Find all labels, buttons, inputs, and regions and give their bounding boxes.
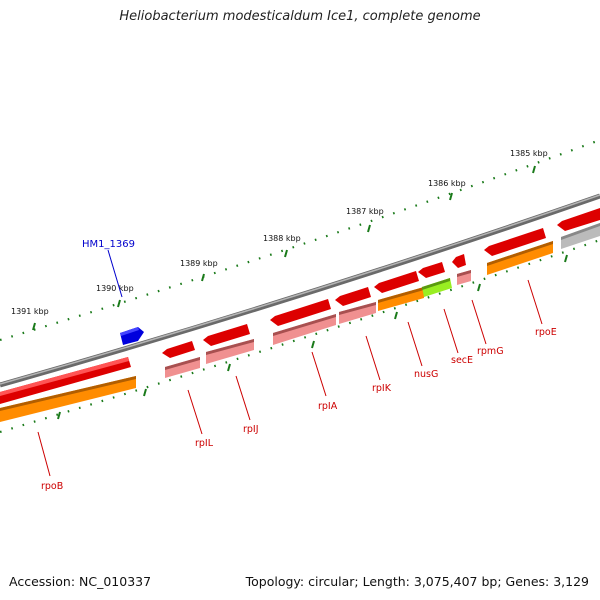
scale-labels: 1385 kbp 1386 kbp 1387 kbp 1388 kbp 1389… [11, 149, 548, 316]
tick-1386 [449, 192, 453, 201]
scale-label-1389: 1389 kbp [180, 259, 218, 268]
cds-rpob-top [0, 357, 129, 396]
scale-label-1390: 1390 kbp [96, 284, 134, 293]
genome-title: Heliobacterium modesticaldum Ice1, compl… [119, 9, 481, 24]
label-rpoe: rpoE [535, 327, 557, 338]
tick-1387 [367, 224, 371, 233]
tick-1391 [32, 322, 36, 331]
leader-rpob [37, 431, 51, 477]
genome-backbone [0, 193, 600, 388]
inner-major-ticks [57, 254, 568, 420]
inner-tick-2 [477, 283, 481, 292]
inner-tick-4 [311, 340, 315, 349]
feature-rpik-shade [339, 302, 376, 315]
feature-rpia-shade [273, 314, 336, 336]
label-rpil: rpIL [195, 438, 214, 449]
cds-right [557, 208, 600, 231]
feature-sece-shade [457, 270, 471, 277]
leader-rpoe [527, 279, 543, 325]
tick-1389 [201, 273, 205, 282]
leader-rpia [311, 351, 327, 397]
inner-tick-3 [394, 311, 398, 320]
label-rpik: rpIK [372, 383, 392, 394]
inner-tick-7 [57, 411, 61, 420]
cds-rpia [270, 299, 331, 326]
feature-right-shade [561, 223, 600, 240]
feature-rpil-shade [165, 357, 200, 370]
cds-nusg [374, 271, 419, 293]
tick-1388 [284, 249, 288, 258]
label-sece: secE [451, 355, 473, 366]
backbone-highlight [0, 194, 600, 385]
feature-rpob [0, 376, 136, 422]
cds-rpij [203, 324, 250, 346]
tick-1390 [117, 299, 121, 308]
label-rpij: rpIJ [243, 424, 259, 435]
scale-label-1386: 1386 kbp [428, 179, 466, 188]
backbone-line [0, 193, 600, 388]
scale-label-1388: 1388 kbp [263, 234, 301, 243]
scale-label-1385: 1385 kbp [510, 149, 548, 158]
label-hm1-1369: HM1_1369 [82, 239, 135, 250]
leader-rpmg [471, 299, 487, 345]
cds-sece [452, 254, 466, 268]
scale-label-1391: 1391 kbp [11, 307, 49, 316]
label-nusg: nusG [414, 369, 438, 380]
label-rpob: rpoB [41, 481, 63, 492]
accession-text: Accession: NC_010337 [9, 574, 152, 589]
leader-rpij [235, 375, 251, 421]
inner-tick-6 [143, 388, 147, 397]
inner-tick-1 [564, 254, 568, 263]
feature-row [0, 223, 600, 422]
cds-rpoe [484, 228, 546, 256]
label-leaders [37, 249, 543, 477]
inner-tick-5 [227, 363, 231, 372]
feature-rpij-shade [206, 339, 254, 355]
leader-nusg [407, 321, 423, 367]
label-rpia: rpIA [318, 401, 338, 412]
label-rpmg: rpmG [477, 346, 504, 357]
feature-green-shade [422, 278, 450, 290]
feature-nusg-shade [378, 287, 424, 303]
leader-sece [443, 308, 459, 354]
scale-label-1387: 1387 kbp [346, 207, 384, 216]
cds-rpik [335, 287, 371, 306]
cds-row [0, 208, 600, 404]
outer-major-ticks [32, 165, 536, 331]
leader-hm1-1369 [107, 249, 123, 298]
cds-rpil [162, 341, 195, 358]
gene-hm1-1369-shade [120, 327, 139, 336]
feature-rpob-shade [0, 376, 136, 411]
genome-summary-text: Topology: circular; Length: 3,075,407 bp… [245, 574, 589, 589]
feature-rpoe-shade [487, 241, 553, 266]
cds-gene-a [418, 262, 445, 278]
leader-rpil [187, 389, 203, 435]
tick-1385 [532, 165, 536, 174]
leader-rpik [365, 335, 381, 381]
gene-labels: HM1_1369 rpoB rpIL rpIJ rpIA rpIK nusG s… [41, 239, 557, 492]
